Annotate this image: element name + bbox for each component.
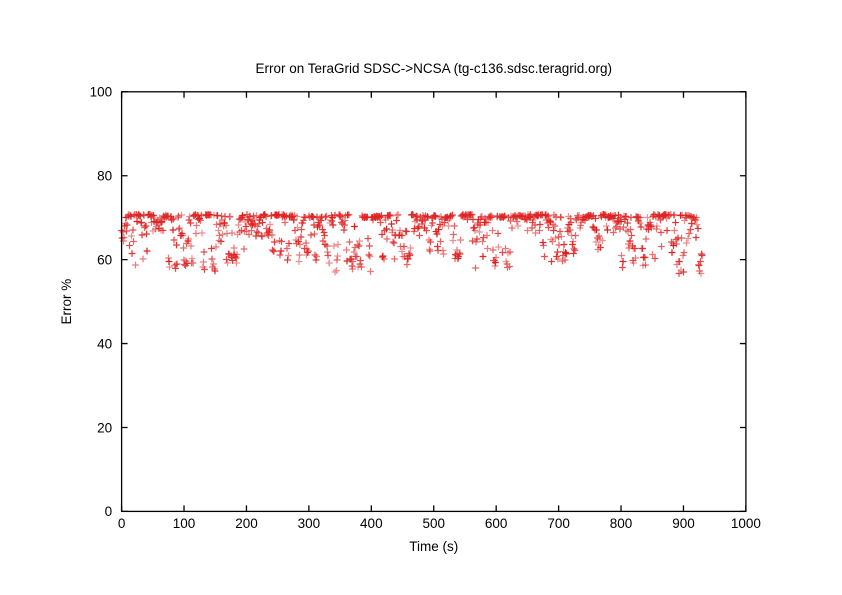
x-tick-label: 100 — [173, 516, 196, 531]
x-tick-label: 200 — [235, 516, 258, 531]
x-tick-label: 600 — [485, 516, 508, 531]
x-tick-label: 500 — [422, 516, 445, 531]
y-tick-label: 40 — [97, 336, 112, 351]
scatter-points-path — [125, 211, 703, 275]
scatter-points-path — [123, 211, 706, 276]
x-tick-label: 300 — [298, 516, 321, 531]
y-axis-label: Error % — [59, 279, 74, 325]
x-tick-label: 900 — [672, 516, 695, 531]
tick-labels: 0 100 200 300 400 500 600 700 800 900 1000 0 20 40 60 8… — [90, 85, 761, 531]
chart-title: Error on TeraGrid SDSC->NCSA (tg-c136.sd… — [255, 61, 612, 76]
plot-frame — [120, 91, 747, 513]
y-tick-label: 60 — [97, 252, 112, 267]
scatter-points — [118, 211, 706, 277]
tick-marks — [120, 91, 747, 513]
x-axis-label: Time (s) — [409, 539, 458, 554]
x-tick-label: 800 — [610, 516, 633, 531]
x-tick-label: 1000 — [731, 516, 761, 531]
plot-border — [120, 91, 747, 513]
y-tick-label: 80 — [97, 169, 112, 184]
x-tick-label: 700 — [547, 516, 570, 531]
y-tick-label: 0 — [105, 504, 113, 519]
y-tick-label: 20 — [97, 420, 112, 435]
x-tick-label: 0 — [118, 516, 126, 531]
x-tick-label: 400 — [360, 516, 383, 531]
y-tick-label: 100 — [90, 85, 113, 100]
